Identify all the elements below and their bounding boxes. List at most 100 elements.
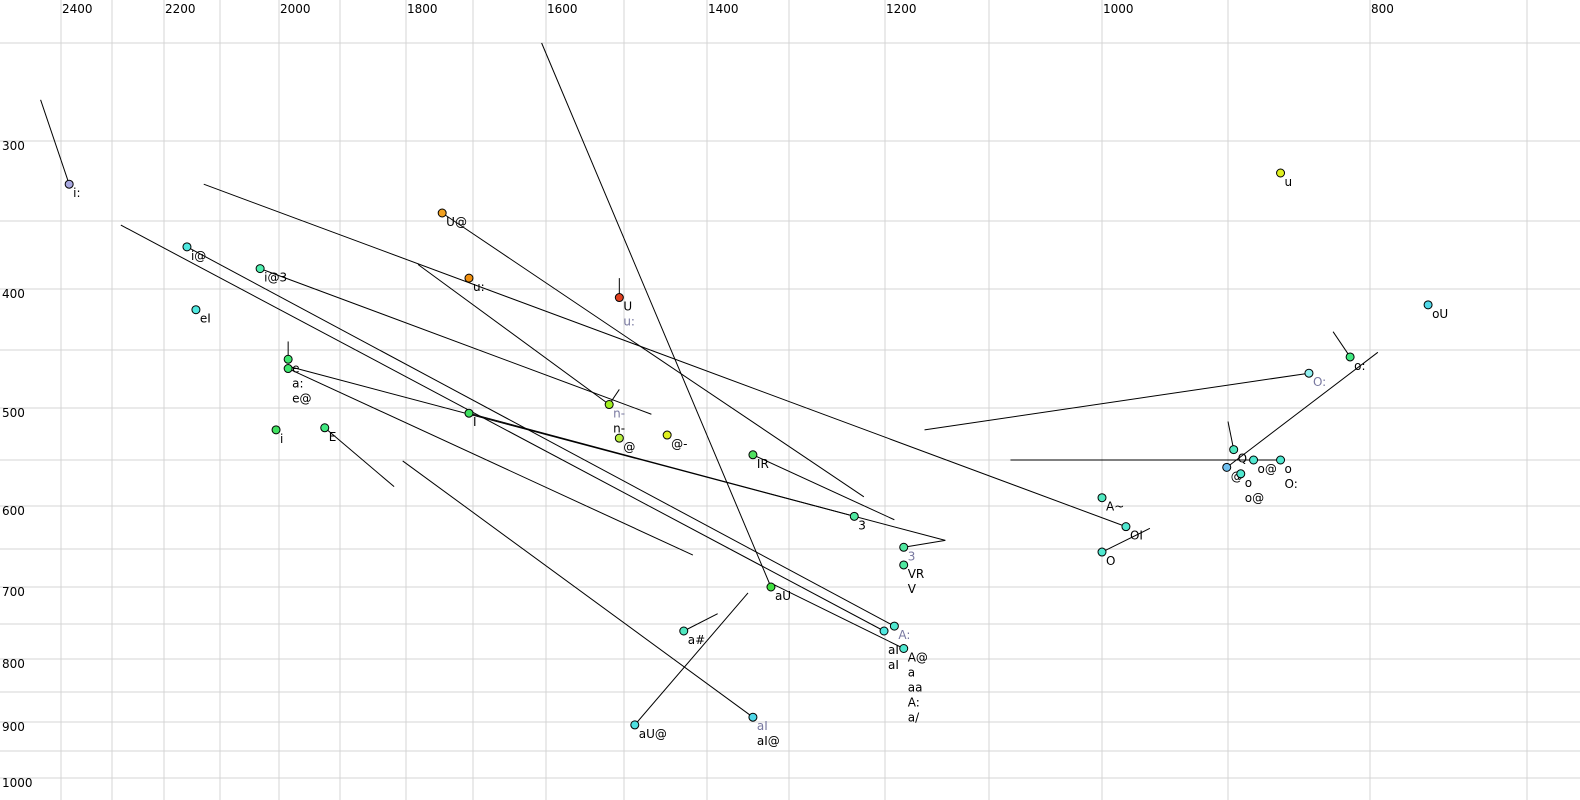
vowel-point: IR (748, 450, 769, 471)
vowel-point: A~ (1097, 493, 1124, 514)
y-tick-label: 600 (2, 504, 25, 518)
x-tick-label: 1000 (1103, 2, 1134, 16)
formant-trajectory (683, 613, 718, 632)
x-tick-label: 1600 (547, 2, 578, 16)
vowel-point: VRV (899, 560, 925, 596)
point-marker (464, 408, 474, 418)
point-marker (464, 273, 474, 283)
vowel-point: i (271, 425, 283, 446)
point-marker (899, 542, 909, 552)
vowel-label: 3 (908, 549, 916, 563)
vowel-point: oU (1423, 300, 1448, 321)
formant-trajectory (1227, 421, 1235, 450)
y-tick-label: 900 (2, 720, 25, 734)
formant-trajectory (634, 592, 749, 726)
vowel-label: O (1106, 554, 1115, 568)
formant-trajectory (441, 212, 865, 498)
x-tick-label: 2200 (165, 2, 196, 16)
formant-trajectory (324, 427, 395, 488)
point-marker (1229, 445, 1239, 455)
vowel-label: u: (623, 315, 635, 329)
formant-trajectory (1101, 527, 1151, 553)
y-tick-label: 500 (2, 406, 25, 420)
vowel-label: O: (1285, 477, 1298, 491)
vowel-label: aI (888, 643, 899, 657)
point-marker (271, 425, 281, 435)
vowel-point: @ (614, 433, 635, 454)
tick-labels: 2400 2200 2000 1800 1600 1400 1200 1000 800 300 40… (2, 2, 1394, 790)
vowel-label: o@ (1258, 462, 1277, 476)
point-marker (437, 208, 447, 218)
point-marker (1097, 493, 1107, 503)
point-marker (255, 264, 265, 274)
vowel-label: i@3 (264, 271, 287, 285)
point-marker (1236, 469, 1246, 479)
vowel-point: u: (464, 273, 485, 294)
vowel-label: E (329, 430, 337, 444)
formant-trajectory (1332, 331, 1351, 358)
vowel-label: a: (292, 377, 303, 391)
formant-trajectory (287, 368, 694, 556)
vowel-label: u: (473, 280, 485, 294)
formant-trajectory (186, 246, 895, 627)
formant-trajectory (924, 372, 1310, 431)
formant-trajectory (468, 412, 855, 517)
vowel-point: a:e@ (283, 364, 312, 406)
vowel-label: a (908, 666, 915, 680)
vowel-point: O (1097, 547, 1115, 568)
vowel-point: o: (1345, 352, 1366, 373)
vowel-label: aU@ (639, 727, 667, 741)
point-marker (766, 582, 776, 592)
y-tick-label: 800 (2, 657, 25, 671)
vowel-label: e (292, 361, 299, 375)
formant-trajectory (541, 42, 772, 588)
vowel-label: IR (757, 457, 769, 471)
point-marker (1097, 547, 1107, 557)
point-marker (1304, 368, 1314, 378)
vowel-label: oU (1432, 307, 1448, 321)
vowel-point: a# (679, 626, 705, 647)
point-marker (1345, 352, 1355, 362)
y-tick-label: 300 (2, 139, 25, 153)
point-marker (604, 400, 614, 410)
vowel-point: i: (64, 179, 81, 200)
vowel-point: Q (1229, 445, 1247, 466)
vowel-label: VR (908, 567, 925, 581)
point-marker (64, 179, 74, 189)
vowel-point: eI (191, 305, 211, 326)
y-tick-label: 700 (2, 585, 25, 599)
point-marker (283, 354, 293, 364)
vowel-label: a# (688, 633, 705, 647)
point-marker (1423, 300, 1433, 310)
formant-trajectory (752, 454, 895, 521)
point-marker (679, 626, 689, 636)
point-marker (614, 433, 624, 443)
vowel-label: Q (1238, 452, 1247, 466)
vowel-label: I (473, 415, 477, 429)
point-marker (1249, 455, 1259, 465)
vowel-label: aI (757, 719, 768, 733)
point-marker (748, 712, 758, 722)
vowel-point: u (1276, 168, 1292, 189)
point-marker (1222, 462, 1232, 472)
point-marker (1276, 455, 1286, 465)
vowel-point: 3 (899, 542, 916, 563)
point-marker (1276, 168, 1286, 178)
vowel-label: @- (671, 437, 687, 451)
vowel-point: 3 (849, 511, 866, 532)
point-marker (879, 626, 889, 636)
vowel-point: I (464, 408, 477, 429)
vowel-point: i@ (182, 242, 206, 263)
vowel-point: U@ (437, 208, 467, 229)
vowel-label: O: (1313, 375, 1326, 389)
vowel-label: i: (73, 186, 80, 200)
x-tick-label: 1200 (886, 2, 917, 16)
trajectories (40, 42, 1379, 726)
vowel-label: OI (1130, 529, 1143, 543)
point-marker (748, 450, 758, 460)
formant-trajectory (1226, 351, 1379, 468)
